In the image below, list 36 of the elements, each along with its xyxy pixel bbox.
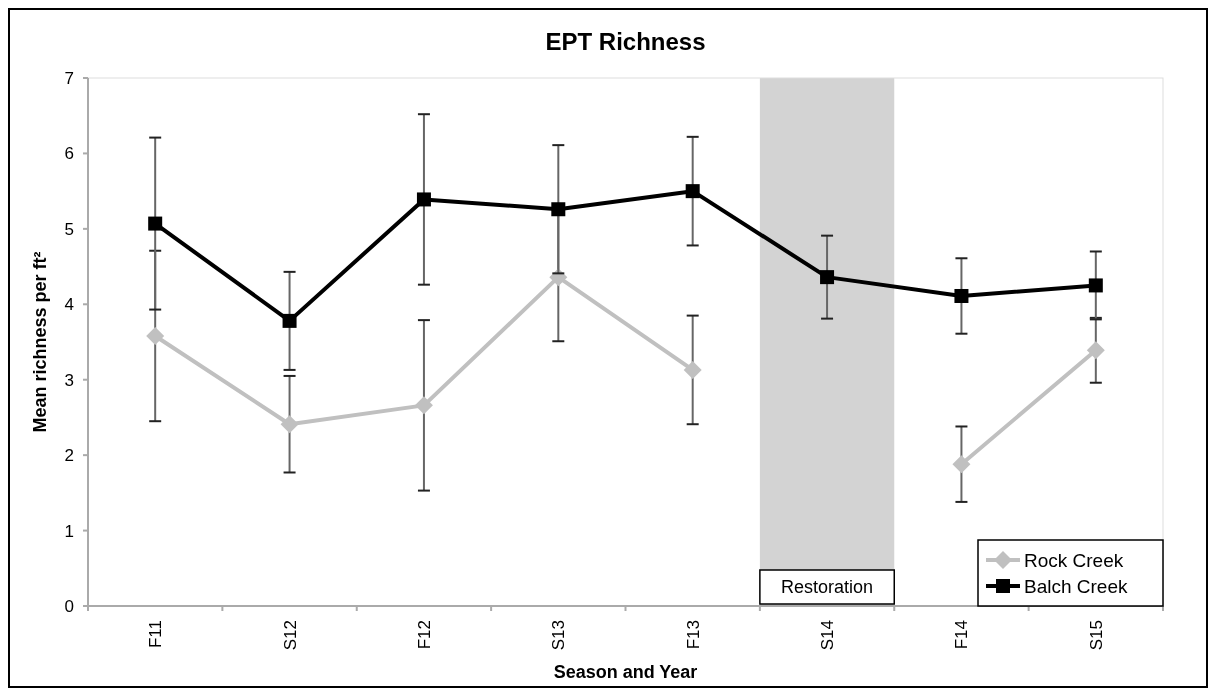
y-tick-label: 3 (64, 370, 74, 390)
chart-title: EPT Richness (545, 28, 706, 55)
y-tick-label: 4 (64, 295, 74, 315)
x-tick-label: S13 (549, 620, 569, 651)
point (416, 192, 431, 207)
point (146, 326, 165, 345)
legend-label: Balch Creek (1024, 575, 1128, 597)
x-tick-label: S14 (818, 620, 838, 651)
point (414, 396, 433, 415)
point (551, 202, 566, 217)
x-axis-title: Season and Year (553, 662, 698, 682)
point (280, 415, 299, 434)
point (952, 455, 971, 474)
y-axis-title: Mean richness per ft² (30, 251, 50, 433)
y-tick-label: 0 (64, 596, 74, 616)
point (1088, 278, 1103, 293)
legend-label: Rock Creek (1024, 549, 1124, 571)
x-tick-label: F12 (414, 620, 434, 650)
x-tick-label: S15 (1086, 620, 1106, 651)
x-tick-label: F14 (952, 620, 972, 650)
y-tick-label: 6 (64, 144, 74, 164)
y-tick-label: 1 (64, 521, 74, 541)
x-tick-label: F11 (146, 620, 166, 649)
point (282, 313, 297, 328)
y-tick-label: 7 (64, 68, 74, 88)
point (148, 216, 163, 231)
point (1086, 341, 1105, 360)
y-tick-label: 5 (64, 219, 74, 239)
y-tick-label: 2 (64, 446, 74, 466)
point (685, 184, 700, 199)
x-tick-label: S12 (280, 620, 300, 651)
point (954, 288, 969, 303)
point (820, 270, 835, 285)
x-tick-label: F13 (683, 620, 703, 650)
band-label: Restoration (781, 577, 874, 597)
point (683, 360, 702, 379)
